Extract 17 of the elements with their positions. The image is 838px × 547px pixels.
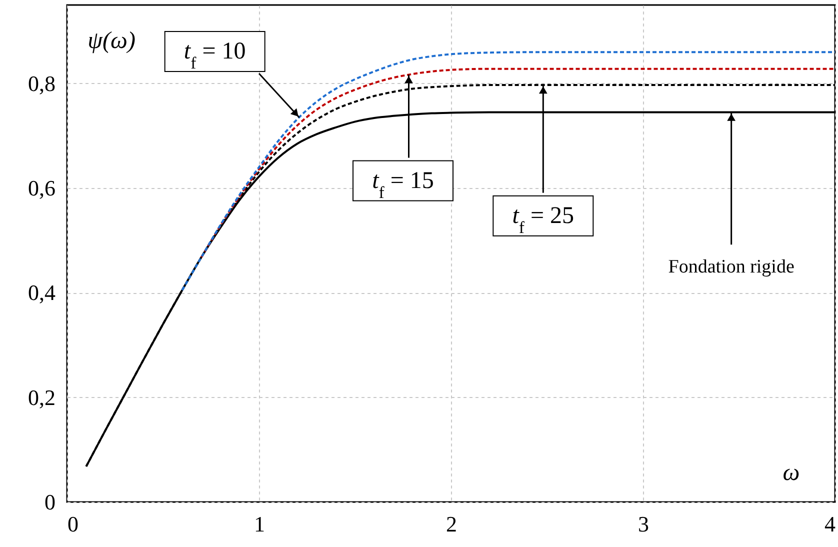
x-tick-label: 2 (446, 512, 457, 536)
line-series (200, 68, 836, 258)
annotation: t$_{f}$ = 25 (512, 202, 574, 236)
annotation: Fondation rigide (668, 256, 794, 278)
y-tick-label: 0,4 (28, 280, 56, 306)
y-tick-label: 0,6 (28, 176, 56, 201)
x-tick-label: 1 (254, 512, 265, 536)
y-tick-label: 0,8 (28, 70, 56, 96)
annotation: t$_{f}$ = 15 (372, 168, 434, 202)
y-axis-title: ψ(ω) (88, 28, 136, 54)
x-tick-label: 0 (68, 512, 78, 536)
x-axis-title: ω (782, 460, 800, 486)
y-tick-label: 0,2 (28, 384, 56, 410)
y-tick-label: 0 (44, 490, 56, 514)
annotation: t$_{f}$ = 10 (184, 38, 246, 72)
x-tick-label: 3 (638, 512, 649, 536)
x-tick-label: 4 (824, 512, 836, 536)
